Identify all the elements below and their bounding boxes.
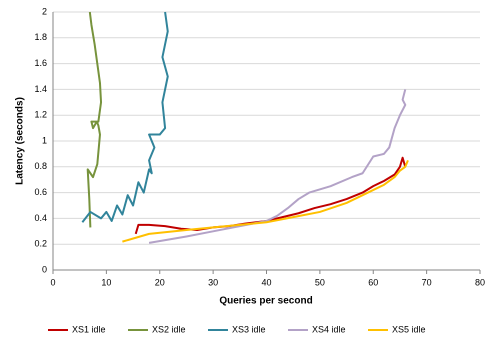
series-line	[134, 156, 407, 235]
y-tick-label: 1.2	[34, 110, 47, 120]
x-tick-label: 50	[315, 277, 325, 287]
y-tick-label: 0	[42, 264, 47, 274]
x-tick-label: 10	[101, 277, 111, 287]
y-tick-label: 0.4	[34, 213, 47, 223]
y-tick-label: 1.8	[34, 32, 47, 42]
y-tick-label: 0.2	[34, 239, 47, 249]
y-tick-label: 1	[42, 135, 47, 145]
legend-label: XS3 idle	[232, 324, 266, 334]
series-line	[122, 159, 409, 243]
legend-label: XS2 idle	[152, 324, 186, 334]
x-tick-label: 60	[368, 277, 378, 287]
y-axis-title: Latency (seconds)	[15, 97, 26, 185]
series-line	[86, 11, 103, 228]
legend-label: XS5 idle	[392, 324, 426, 334]
x-tick-label: 0	[50, 277, 55, 287]
y-tick-label: 1.6	[34, 58, 47, 68]
series-line	[81, 11, 169, 223]
y-tick-label: 0.8	[34, 161, 47, 171]
y-tick-label: 2	[42, 6, 47, 16]
y-tick-label: 1.4	[34, 84, 47, 94]
legend-label: XS4 idle	[312, 324, 346, 334]
x-tick-label: 20	[155, 277, 165, 287]
legend-label: XS1 idle	[72, 324, 106, 334]
x-axis-title: Queries per second	[219, 296, 312, 307]
x-tick-label: 70	[422, 277, 432, 287]
x-tick-label: 30	[208, 277, 218, 287]
x-tick-label: 80	[475, 277, 485, 287]
y-tick-label: 0.6	[34, 187, 47, 197]
x-tick-label: 40	[261, 277, 271, 287]
